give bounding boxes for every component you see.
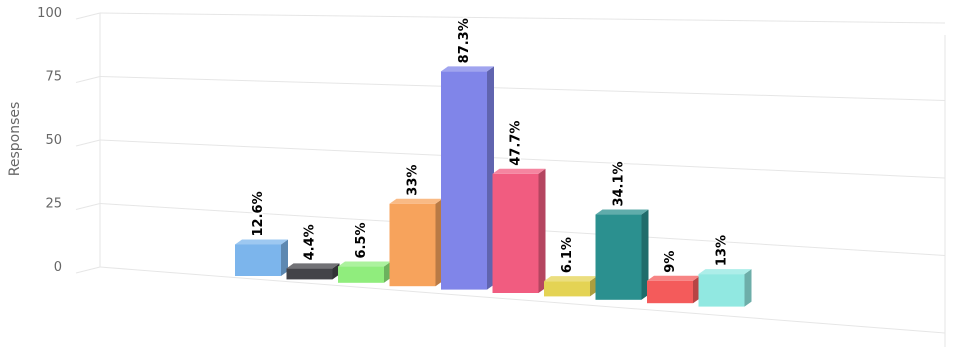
- bar-front: [492, 173, 539, 293]
- gridline-side: [75, 76, 101, 83]
- bar-front: [544, 281, 590, 297]
- bar-front: [441, 71, 487, 290]
- bar-top: [389, 198, 443, 204]
- y-tick-label: 25: [45, 197, 62, 212]
- bar-top: [492, 168, 546, 174]
- data-label: 47.7%: [509, 121, 524, 166]
- bar-front: [286, 268, 333, 280]
- data-label: 6.5%: [354, 222, 369, 258]
- bar-front: [389, 203, 436, 287]
- bar-side: [538, 168, 546, 293]
- y-axis-title: Responses: [7, 102, 23, 177]
- bar: [595, 209, 649, 300]
- bar-side: [384, 261, 391, 283]
- data-label: 34.1%: [612, 161, 627, 206]
- bar-front: [595, 214, 642, 300]
- y-tick-label: 100: [37, 6, 62, 21]
- bar-side: [590, 276, 597, 297]
- data-label: 9%: [663, 251, 678, 273]
- gridline-side: [75, 203, 101, 210]
- y-tick-label: 50: [45, 133, 62, 148]
- data-label: 87.3%: [457, 18, 472, 63]
- data-label: 4.4%: [303, 224, 318, 260]
- gridline: [99, 12, 946, 24]
- data-label: 12.6%: [251, 191, 266, 236]
- y-tick-label: 0: [54, 260, 62, 275]
- bar-side: [435, 198, 443, 287]
- bar-side: [332, 263, 340, 280]
- bar: [544, 276, 597, 297]
- gridline: [99, 139, 946, 179]
- bar: [235, 239, 288, 276]
- gridline-side: [75, 12, 101, 20]
- bar-front: [338, 266, 384, 283]
- gridline-side: [75, 139, 101, 147]
- bars: [235, 66, 752, 307]
- bar-side: [487, 66, 494, 290]
- gridline: [99, 76, 946, 101]
- y-tick-label: 75: [45, 70, 62, 85]
- bar: [647, 275, 700, 304]
- bar: [441, 66, 494, 290]
- bar-top: [544, 276, 597, 282]
- bar-top: [441, 66, 494, 72]
- bar-side: [693, 275, 700, 304]
- bar-front: [235, 244, 281, 276]
- bar-side: [641, 209, 649, 300]
- bar-top: [647, 275, 700, 281]
- grid-lines: [75, 12, 946, 347]
- bar: [338, 261, 391, 283]
- bar-side: [281, 239, 288, 276]
- bar-top: [235, 239, 288, 245]
- data-labels: 12.6% 4.4% 6.5% 33% 87.3% 47.7% 6.1% 34.1% 9% 13%: [250, 17, 732, 275]
- data-label: 13%: [715, 235, 730, 266]
- bar-top: [286, 263, 340, 269]
- bar-side: [744, 269, 752, 307]
- y-axis: 0 25 50 75 100: [37, 6, 62, 275]
- data-label: 33%: [406, 165, 421, 196]
- bar-top: [338, 261, 391, 267]
- bar: [286, 263, 340, 280]
- bar: [698, 269, 752, 307]
- bar-front: [647, 280, 693, 304]
- bar: [389, 198, 443, 287]
- gridline: [99, 266, 946, 334]
- bar: [492, 168, 546, 293]
- data-label: 6.1%: [560, 237, 575, 273]
- bar-top: [698, 269, 752, 275]
- bar-front: [698, 274, 745, 307]
- gridline-side: [75, 266, 101, 274]
- bar-top: [595, 209, 649, 215]
